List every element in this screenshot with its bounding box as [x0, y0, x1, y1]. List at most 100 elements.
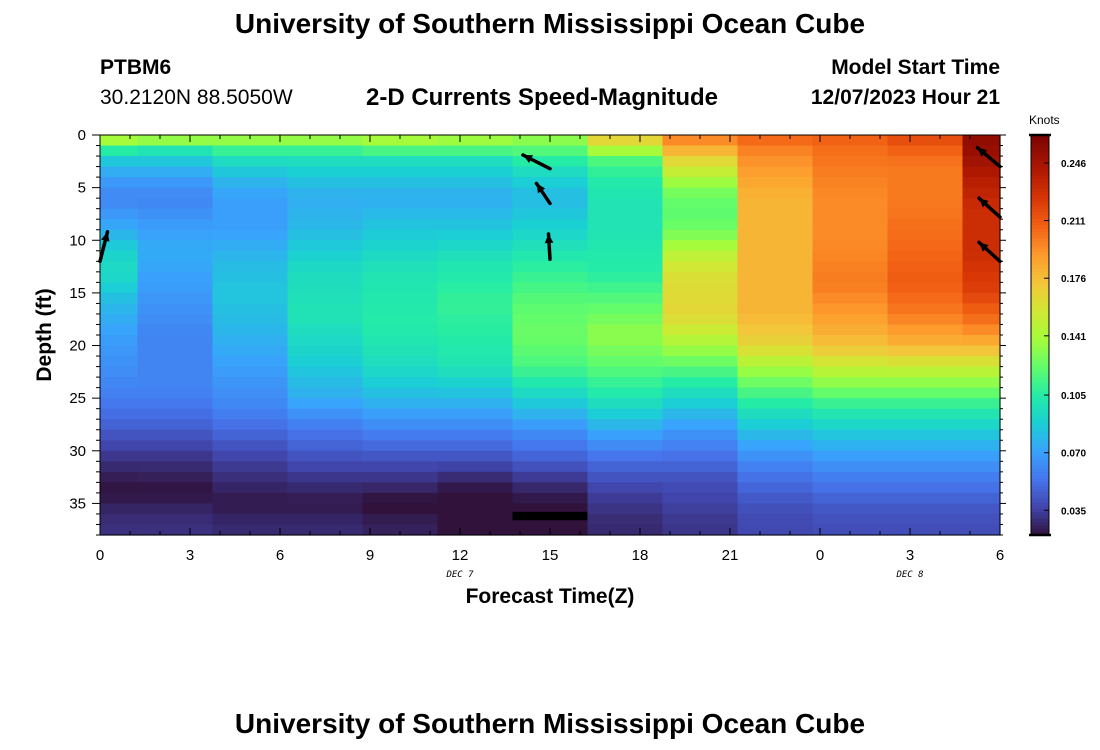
colorbar-tick-label: 0.211: [1061, 217, 1086, 228]
heatmap-cell: [962, 408, 1001, 420]
heatmap-cell: [662, 356, 739, 368]
heatmap-cell: [887, 250, 964, 262]
heatmap-cell: [587, 461, 664, 473]
heatmap-cell: [100, 450, 139, 462]
heatmap-cell: [662, 408, 739, 420]
heatmap-cell: [512, 208, 589, 220]
heatmap-cell: [737, 313, 814, 326]
heatmap-cell: [137, 356, 214, 368]
heatmap-cell: [362, 377, 439, 389]
colorbar-segment: [1031, 158, 1049, 163]
heatmap-cell: [662, 187, 739, 199]
heatmap-cell: [362, 177, 439, 189]
heatmap-cell: [512, 503, 589, 515]
heatmap-cell: [887, 271, 964, 283]
heatmap-cell: [437, 450, 514, 462]
heatmap-cell: [812, 345, 889, 357]
heatmap-cell: [137, 366, 214, 378]
heatmap-cell: [812, 208, 889, 220]
colorbar-segment: [1031, 198, 1049, 203]
heatmap-cell: [662, 166, 739, 178]
heatmap-cell: [512, 440, 589, 452]
heatmap-cell: [212, 398, 289, 410]
y-tick-label: 15: [69, 285, 86, 302]
heatmap-cell: [587, 282, 664, 294]
colorbar-segment: [1031, 255, 1049, 259]
heatmap-cell: [512, 313, 589, 326]
heatmap-cell: [212, 377, 289, 389]
heatmap-cell: [137, 335, 214, 347]
colorbar-segment: [1031, 145, 1049, 149]
heatmap-cell: [512, 461, 589, 473]
heatmap-cell: [587, 450, 664, 462]
heatmap-cell: [437, 219, 514, 231]
heatmap-cell: [587, 366, 664, 378]
colorbar-segment: [1031, 368, 1049, 373]
colorbar-segment: [1031, 301, 1049, 306]
heatmap-cell: [812, 313, 889, 326]
heatmap-cell: [137, 219, 214, 231]
heatmap-cell: [962, 471, 1001, 483]
heatmap-cell: [137, 503, 214, 515]
heatmap-cell: [812, 229, 889, 241]
heatmap-cell: [587, 482, 664, 494]
heatmap-cell: [287, 282, 364, 294]
heatmap-cell: [362, 471, 439, 483]
heatmap-cell: [662, 198, 739, 210]
x-tick-label: 18: [632, 547, 649, 564]
colorbar-segment: [1031, 355, 1049, 359]
heatmap-cell: [100, 313, 139, 326]
heatmap-cell: [100, 492, 139, 505]
heatmap-cell: [737, 292, 814, 305]
heatmap-cell: [512, 145, 589, 157]
colorbar-tick-label: 0.246: [1061, 159, 1086, 170]
heatmap-cell: [962, 356, 1001, 368]
colorbar-segment: [1031, 371, 1049, 376]
colorbar-segment: [1031, 445, 1049, 449]
heatmap-cell: [287, 240, 364, 252]
heatmap-cell: [662, 482, 739, 494]
heatmap-cell: [512, 419, 589, 431]
heatmap-cell: [100, 513, 139, 526]
chart-subtitle: 2-D Currents Speed-Magnitude: [366, 84, 719, 111]
heatmap-cell: [362, 387, 439, 399]
date-label-dec8: DEC 8: [896, 570, 924, 580]
colorbar-segment: [1031, 311, 1049, 316]
heatmap-cell: [362, 482, 439, 494]
heatmap-cell: [137, 313, 214, 326]
heatmap-cell: [137, 208, 214, 220]
missing-data-cell: [512, 511, 588, 521]
heatmap-cell: [212, 198, 289, 210]
heatmap-cell: [737, 177, 814, 189]
current-arrow-head: [979, 242, 989, 252]
heatmap-cell: [737, 450, 814, 462]
heatmap-cell: [137, 166, 214, 178]
heatmap-cell: [512, 177, 589, 189]
heatmap-cell: [287, 292, 364, 305]
heatmap-cell: [512, 482, 589, 494]
heatmap-cell: [512, 303, 589, 315]
heatmap-cell: [662, 303, 739, 315]
heatmap-cell: [100, 335, 139, 347]
colorbar-segment: [1031, 181, 1049, 186]
heatmap-cell: [212, 387, 289, 399]
heatmap-cell: [137, 250, 214, 262]
heatmap-cell: [512, 356, 589, 368]
heatmap-cell: [737, 187, 814, 199]
heatmap-cell: [962, 313, 1001, 326]
colorbar-segment: [1031, 501, 1049, 506]
colorbar-segment: [1031, 458, 1049, 463]
heatmap-cell: [212, 450, 289, 462]
heatmap-cell: [737, 282, 814, 294]
heatmap-cell: [737, 419, 814, 431]
heatmap-cell: [362, 398, 439, 410]
heatmap-cell: [212, 219, 289, 231]
heatmap-cell: [662, 250, 739, 262]
heatmap-cell: [812, 366, 889, 378]
heatmap-cell: [287, 208, 364, 220]
heatmap-cell: [887, 398, 964, 410]
heatmap-cell: [962, 429, 1001, 441]
heatmap-cell: [962, 377, 1001, 389]
heatmap-cell: [437, 366, 514, 378]
heatmap-cell: [962, 419, 1001, 431]
